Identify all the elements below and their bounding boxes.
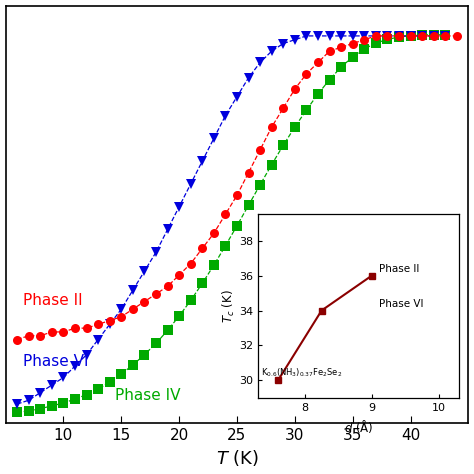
X-axis label: $T$ (K): $T$ (K) bbox=[216, 448, 258, 468]
Text: Phase II: Phase II bbox=[23, 293, 82, 309]
Text: Phase IV: Phase IV bbox=[116, 388, 181, 403]
Text: Phase VI: Phase VI bbox=[23, 354, 89, 369]
